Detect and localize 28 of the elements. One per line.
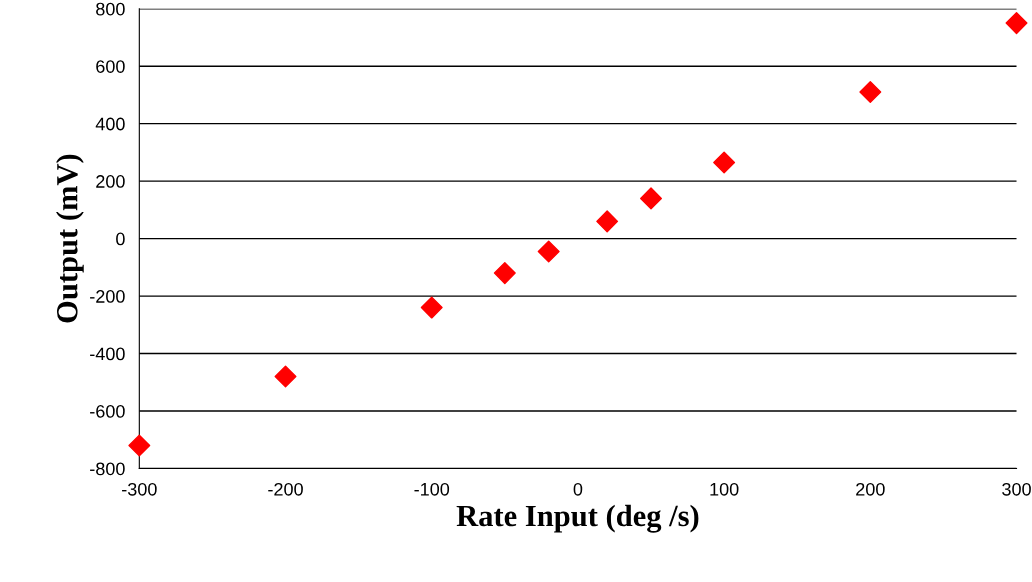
x-tick-label: 0 [573,482,583,496]
y-tick-label: -800 [90,462,125,476]
y-tick-label: 400 [95,117,125,131]
x-tick-label: -200 [268,482,303,496]
point [1005,12,1028,35]
point [537,240,560,263]
y-tick-label: 200 [96,175,125,188]
point [420,296,443,319]
y-tick-label: -600 [90,404,125,418]
x-tick-label: -300 [122,482,157,496]
y-tick-label: -200 [90,290,125,303]
x-axis-title: Rate Input (deg /s) [456,504,699,533]
point [859,81,882,104]
y-tick-label: -400 [90,347,125,361]
x-tick-label: -100 [414,482,450,496]
y-tick-label: 800 [96,2,125,16]
y-tick-label: 0 [116,232,125,246]
y-axis-title: Output (mV) [56,154,84,323]
x-tick-label: 100 [710,482,739,496]
y-tick-label: 600 [96,60,125,73]
point [128,434,151,457]
x-tick-label: 300 [1002,482,1031,496]
point [640,187,663,210]
x-tick-label: 200 [856,482,885,496]
point [274,365,297,388]
point [596,210,619,233]
point [713,151,736,174]
point [493,262,516,285]
